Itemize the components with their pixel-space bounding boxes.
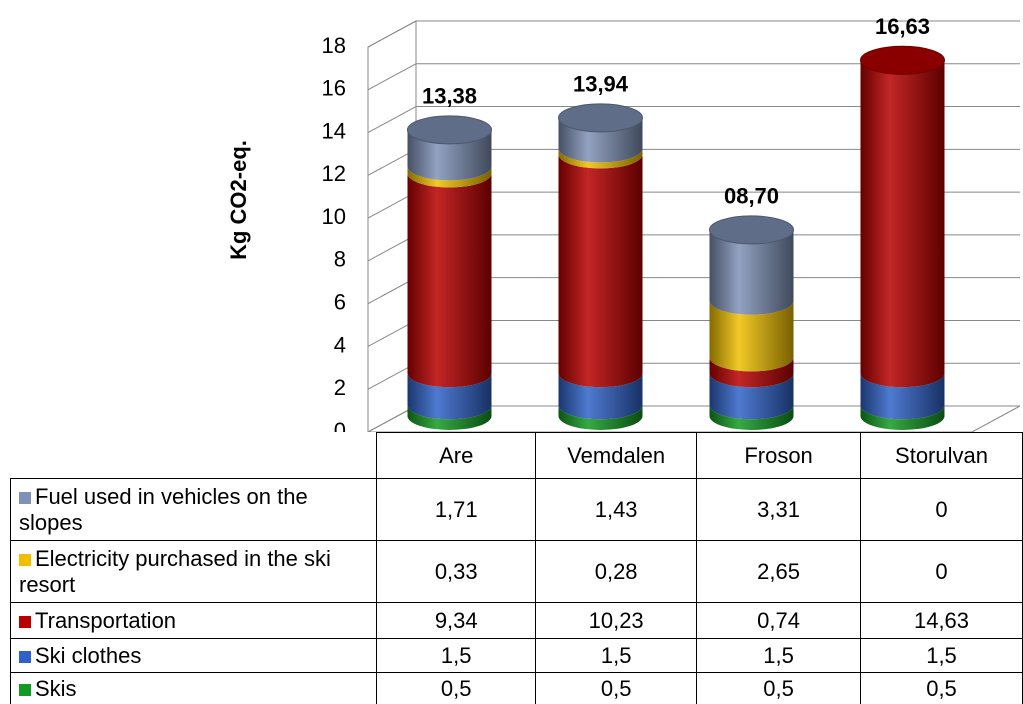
bar-segment xyxy=(709,357,794,388)
y-tick-label: 6 xyxy=(334,289,346,314)
table-row: Ski clothes 1,5 1,5 1,5 1,5 xyxy=(9,638,1023,673)
bar-top xyxy=(407,115,492,145)
table-value: 0 xyxy=(860,540,1023,603)
bar-segment xyxy=(407,373,492,420)
y-tick-label: 16 xyxy=(322,76,346,101)
legend-cell: Ski clothes xyxy=(9,638,378,673)
y-tick-label: 4 xyxy=(334,332,346,357)
y-tick-label: 10 xyxy=(322,204,346,229)
table-value: 1,5 xyxy=(860,638,1023,673)
legend-swatch xyxy=(19,683,31,696)
data-table: Are Vemdalen Froson Storulvan Fuel used in v… xyxy=(9,432,1023,704)
grid-line xyxy=(367,63,1020,91)
bar-segment xyxy=(709,300,794,372)
category-label: Storulvan xyxy=(860,432,1023,479)
table-value: 9,34 xyxy=(376,602,537,639)
table-value: 14,63 xyxy=(860,602,1023,639)
grid-line xyxy=(367,106,1020,133)
grid-line xyxy=(367,20,1020,48)
total-label: 16,63 xyxy=(875,14,930,39)
table-value: 0,33 xyxy=(376,540,537,603)
bar-segment xyxy=(860,60,945,388)
bar-segment xyxy=(558,117,643,163)
table-row: Transportation 9,34 10,23 0,74 14,63 xyxy=(9,602,1023,639)
bar-segment xyxy=(860,405,945,430)
y-axis-label: Kg CO2-eq. xyxy=(226,140,251,260)
bar-top xyxy=(860,45,945,75)
bar-segment xyxy=(860,373,945,420)
table-value: 3,31 xyxy=(696,478,862,541)
table-row: Skis 0,5 0,5 0,5 0,5 xyxy=(9,672,1023,704)
table-value: 0,5 xyxy=(696,672,862,704)
category-label: Are xyxy=(376,432,537,479)
legend-cell: Electricity purchased in the ski resort xyxy=(9,540,378,603)
table-header-row: Are Vemdalen Froson Storulvan xyxy=(11,432,1023,479)
table-row: Fuel used in vehicles on the slopes 1,71 1… xyxy=(9,478,1023,541)
bar-segment xyxy=(407,405,492,430)
legend-label: Fuel used in vehicles on the slopes xyxy=(19,483,308,535)
legend-label: Electricity purchased in the ski resort xyxy=(19,545,331,597)
bar-segment xyxy=(709,229,794,315)
table-value: 0,28 xyxy=(535,540,698,603)
bar-segment xyxy=(709,405,794,430)
table-value: 0,5 xyxy=(860,672,1023,704)
table-value: 2,65 xyxy=(696,540,862,603)
y-tick-label: 8 xyxy=(334,247,346,272)
table-value: 0,5 xyxy=(535,672,698,704)
total-label: 08,70 xyxy=(724,184,779,209)
category-label: Froson xyxy=(696,432,862,479)
bar-segment xyxy=(558,154,643,388)
legend-label: Ski clothes xyxy=(35,642,142,668)
total-label: 13,38 xyxy=(422,84,477,109)
bar-segment xyxy=(407,166,492,188)
bar-segment xyxy=(709,373,794,420)
table-value: 10,23 xyxy=(535,602,698,639)
total-label: 13,94 xyxy=(573,72,629,97)
legend-swatch xyxy=(19,615,31,628)
table-value: 1,5 xyxy=(535,638,698,673)
table-value: 1,71 xyxy=(376,478,537,541)
y-tick-label: 14 xyxy=(322,118,346,143)
table-row: Electricity purchased in the ski resort 0… xyxy=(9,540,1023,603)
table-value: 0,5 xyxy=(376,672,537,704)
legend-swatch xyxy=(19,650,31,663)
legend-cell: Skis xyxy=(9,672,378,704)
legend-label: Transportation xyxy=(35,607,177,633)
bar-top xyxy=(558,103,643,133)
table-value: 0 xyxy=(860,478,1023,541)
y-tick-label: 2 xyxy=(334,375,346,400)
category-label: Vemdalen xyxy=(535,432,698,479)
y-tick-label: 0 xyxy=(334,418,346,432)
y-tick-label: 18 xyxy=(322,33,346,58)
table-value: 1,5 xyxy=(376,638,537,673)
bar-segment xyxy=(558,405,643,430)
legend-swatch xyxy=(19,553,31,566)
bar-top xyxy=(709,215,794,245)
legend-cell: Transportation xyxy=(9,602,378,639)
y-tick-label: 12 xyxy=(322,161,346,186)
chart: Kg CO2-eq. 0 2 4 6 8 10 12 14 16 18 13,38 13,94 08,7… xyxy=(226,14,1021,432)
table-value: 1,43 xyxy=(535,478,698,541)
table-value: 1,5 xyxy=(696,638,862,673)
legend-swatch xyxy=(19,491,31,504)
table-corner xyxy=(11,433,377,479)
table-value: 0,74 xyxy=(696,602,862,639)
bar-segment xyxy=(558,148,643,169)
legend-cell: Fuel used in vehicles on the slopes xyxy=(9,478,378,541)
bar-segment xyxy=(407,173,492,388)
legend-label: Skis xyxy=(35,675,77,701)
bar-segment xyxy=(558,373,643,420)
